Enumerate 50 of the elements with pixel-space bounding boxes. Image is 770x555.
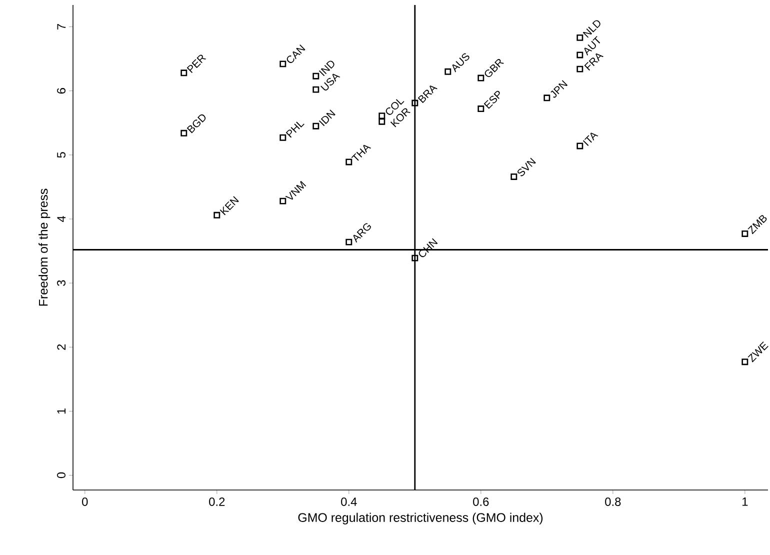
- point: [180, 130, 188, 136]
- x-tick-label: 0.8: [605, 498, 621, 506]
- point: [412, 100, 418, 106]
- y-tick-label: 7: [57, 24, 66, 30]
- point: [576, 66, 584, 72]
- x-tick-label: 0.4: [341, 498, 357, 506]
- point: [742, 358, 748, 366]
- x-tick-label: 0.6: [473, 498, 489, 506]
- point: [180, 70, 188, 76]
- point: [280, 198, 286, 204]
- x-tick-label: 1: [742, 498, 748, 506]
- annotation: ITA: [582, 132, 598, 146]
- y-tick-label: 4: [57, 216, 66, 222]
- annotation: IND: [318, 60, 334, 76]
- y-tick-label: 6: [57, 88, 66, 94]
- point: [576, 142, 584, 150]
- x-tick-label: 0.2: [209, 498, 225, 506]
- point: [214, 212, 220, 218]
- point: [378, 112, 386, 120]
- point: [280, 134, 286, 141]
- annotation: USA: [320, 74, 340, 90]
- annotation: PHL: [286, 122, 304, 138]
- point: [478, 106, 484, 112]
- point: [280, 60, 286, 68]
- point: [576, 52, 584, 58]
- point: [478, 74, 484, 82]
- y-tick-label: 1: [57, 408, 66, 414]
- point: [510, 173, 518, 180]
- x-tick-label: 0: [82, 498, 88, 506]
- point: [346, 158, 352, 166]
- point: [378, 118, 386, 125]
- point: [312, 86, 320, 93]
- annotation: BRA: [418, 85, 438, 104]
- point: [412, 254, 418, 262]
- point: [444, 68, 452, 75]
- point: [312, 122, 320, 130]
- y-tick-label: 5: [57, 152, 66, 158]
- point: [312, 72, 320, 80]
- annotation: IDN: [318, 110, 336, 126]
- point: [544, 94, 550, 102]
- point: [576, 34, 584, 41]
- annotation: THA: [351, 144, 372, 161]
- y-tick-label: 2: [57, 344, 66, 350]
- x-axis-title: GMO regulation restrictiveness (GMO index): [298, 512, 543, 524]
- point: [346, 238, 352, 246]
- annotation: FRA: [584, 53, 604, 71]
- y-axis-title: Freedom of the press: [38, 188, 50, 306]
- y-tick-label: 0: [57, 472, 66, 478]
- y-tick-label: 3: [57, 280, 66, 286]
- point: [742, 230, 748, 237]
